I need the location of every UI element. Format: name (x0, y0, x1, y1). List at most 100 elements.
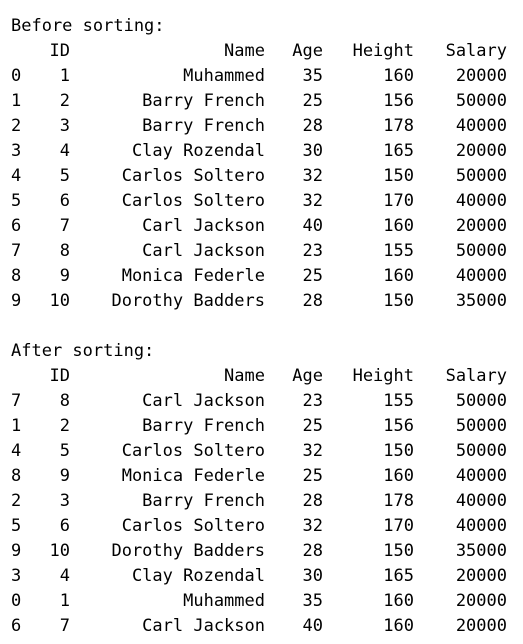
cell-height: 150 (383, 166, 414, 186)
cell-salary: 20000 (455, 216, 507, 236)
cell-name: Carl Jackson (142, 616, 265, 636)
row-index: 8 (11, 266, 22, 286)
table-row: 9 10 Dorothy Badders 28 150 35000 (11, 539, 511, 564)
cell-name: Dorothy Badders (111, 291, 265, 311)
cell-salary: 40000 (455, 116, 507, 136)
cell-age: 28 (302, 291, 323, 311)
cell-age: 30 (302, 566, 323, 586)
header-name: Name (224, 366, 265, 386)
cell-age: 32 (302, 441, 323, 461)
cell-id: 4 (59, 566, 70, 586)
cell-salary: 50000 (455, 441, 507, 461)
cell-name: Muhammed (183, 66, 265, 86)
cell-salary: 35000 (455, 291, 507, 311)
cell-age: 23 (302, 391, 323, 411)
cell-age: 23 (302, 241, 323, 261)
row-index: 6 (11, 616, 22, 636)
cell-id: 6 (59, 191, 70, 211)
cell-height: 160 (383, 616, 414, 636)
cell-age: 40 (302, 216, 323, 236)
cell-name: Monica Federle (121, 266, 265, 286)
cell-id: 8 (59, 391, 70, 411)
cell-id: 10 (49, 541, 70, 561)
cell-age: 35 (302, 66, 323, 86)
row-index: 2 (11, 116, 22, 136)
row-index: 9 (11, 291, 22, 311)
cell-height: 150 (383, 291, 414, 311)
cell-salary: 20000 (455, 66, 507, 86)
table-row: 3 4 Clay Rozendal 30 165 20000 (11, 564, 511, 589)
cell-salary: 20000 (455, 616, 507, 636)
header-age: Age (292, 41, 323, 61)
row-index: 3 (11, 566, 22, 586)
cell-name: Carlos Soltero (121, 166, 265, 186)
cell-age: 25 (302, 466, 323, 486)
row-index: 5 (11, 191, 22, 211)
cell-name: Carlos Soltero (121, 441, 265, 461)
table-row: 2 3 Barry French 28 178 40000 (11, 114, 511, 139)
cell-name: Carlos Soltero (121, 191, 265, 211)
before-table-body: 0 1 Muhammed 35 160 20000 1 2 Barry French 25 156 5… (11, 64, 511, 314)
cell-age: 32 (302, 166, 323, 186)
cell-age: 28 (302, 116, 323, 136)
row-index: 9 (11, 541, 22, 561)
cell-age: 32 (302, 516, 323, 536)
row-index: 1 (11, 416, 22, 436)
table-row: 0 1 Muhammed 35 160 20000 (11, 589, 511, 614)
cell-id: 5 (59, 441, 70, 461)
cell-salary: 35000 (455, 541, 507, 561)
cell-id: 7 (59, 216, 70, 236)
cell-height: 160 (383, 466, 414, 486)
cell-height: 150 (383, 441, 414, 461)
row-index: 8 (11, 466, 22, 486)
cell-height: 178 (383, 491, 414, 511)
cell-name: Carl Jackson (142, 391, 265, 411)
cell-salary: 50000 (455, 91, 507, 111)
cell-name: Muhammed (183, 591, 265, 611)
cell-id: 9 (59, 466, 70, 486)
console-output: Before sorting: ID Name Age Height Salar… (11, 14, 511, 639)
after-header-row: ID Name Age Height Salary (11, 364, 511, 389)
after-table-body: 7 8 Carl Jackson 23 155 50000 1 2 Barry French 25… (11, 389, 511, 639)
header-height: Height (352, 366, 414, 386)
cell-name: Dorothy Badders (111, 541, 265, 561)
table-row: 7 8 Carl Jackson 23 155 50000 (11, 389, 511, 414)
cell-height: 160 (383, 266, 414, 286)
header-age: Age (292, 366, 323, 386)
table-row: 8 9 Monica Federle 25 160 40000 (11, 464, 511, 489)
table-row: 3 4 Clay Rozendal 30 165 20000 (11, 139, 511, 164)
row-index: 2 (11, 491, 22, 511)
cell-name: Barry French (142, 116, 265, 136)
table-row: 4 5 Carlos Soltero 32 150 50000 (11, 439, 511, 464)
cell-name: Barry French (142, 91, 265, 111)
cell-id: 10 (49, 291, 70, 311)
row-index: 7 (11, 391, 22, 411)
cell-height: 156 (383, 416, 414, 436)
row-index: 1 (11, 91, 22, 111)
cell-id: 8 (59, 241, 70, 261)
cell-salary: 40000 (455, 191, 507, 211)
cell-age: 40 (302, 616, 323, 636)
table-row: 5 6 Carlos Soltero 32 170 40000 (11, 514, 511, 539)
cell-name: Barry French (142, 491, 265, 511)
table-row: 1 2 Barry French 25 156 50000 (11, 89, 511, 114)
cell-id: 6 (59, 516, 70, 536)
cell-age: 25 (302, 91, 323, 111)
header-name: Name (224, 41, 265, 61)
cell-height: 155 (383, 391, 414, 411)
cell-height: 165 (383, 141, 414, 161)
row-index: 0 (11, 591, 22, 611)
table-row: 4 5 Carlos Soltero 32 150 50000 (11, 164, 511, 189)
header-salary: Salary (445, 366, 507, 386)
cell-height: 160 (383, 66, 414, 86)
cell-age: 35 (302, 591, 323, 611)
cell-salary: 50000 (455, 166, 507, 186)
header-salary: Salary (445, 41, 507, 61)
cell-id: 2 (59, 91, 70, 111)
table-row: 0 1 Muhammed 35 160 20000 (11, 64, 511, 89)
cell-id: 7 (59, 616, 70, 636)
row-index: 0 (11, 66, 22, 86)
cell-salary: 40000 (455, 266, 507, 286)
cell-height: 178 (383, 116, 414, 136)
cell-salary: 20000 (455, 141, 507, 161)
